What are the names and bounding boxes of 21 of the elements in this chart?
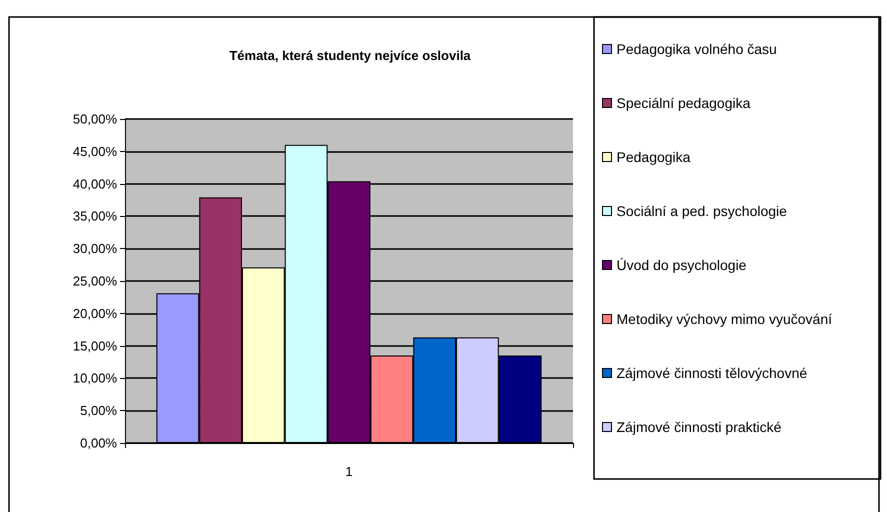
y-tick-label: 20,00% [72,306,118,321]
y-tick-label: 25,00% [72,274,118,288]
legend-label: Zájmové činnosti tělovýchovné [616,365,808,381]
legend-label: Úvod do psychologie [616,257,747,273]
y-tick-label: 10,00% [72,370,118,386]
chart-title: Témata, která studenty nejvíce oslovila [229,48,472,63]
legend-label: Speciální pedagogika [616,95,751,111]
y-tick-label: 0,00% [80,436,118,450]
legend-label: Zájmové činnosti praktické [616,419,782,435]
y-tick-label: 50,00% [72,112,118,126]
y-tick-label: 15,00% [72,338,118,354]
y-tick-label: 5,00% [80,403,118,418]
legend-label: Pedagogika [616,149,691,165]
legend-label: Sociální a ped. psychologie [616,203,788,219]
legend-label: Pedagogika volného času [616,41,777,57]
y-tick-label: 40,00% [72,176,118,192]
x-tick-label: 1 [345,464,353,479]
y-tick-label: 45,00% [72,144,118,159]
y-tick-label: 35,00% [72,208,118,224]
legend-label: Metodiky výchovy mimo vyučování [616,311,832,327]
y-tick-label: 30,00% [72,241,118,256]
